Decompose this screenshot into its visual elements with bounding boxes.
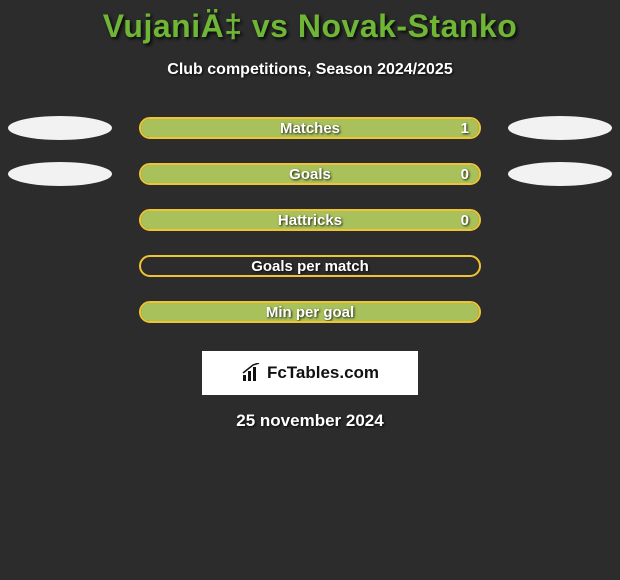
right-ellipse (508, 162, 612, 186)
bar-label: Goals (141, 165, 479, 183)
page-subtitle: Club competitions, Season 2024/2025 (0, 61, 620, 79)
stat-row: Goals 0 (0, 163, 620, 185)
stat-bar-min-per-goal: Min per goal (139, 301, 481, 323)
page-title: VujaniÄ‡ vs Novak-Stanko (0, 8, 620, 45)
bar-label: Goals per match (141, 257, 479, 275)
brand-text: FcTables.com (267, 363, 379, 383)
bar-value: 1 (461, 119, 469, 137)
stat-bar-goals-per-match: Goals per match (139, 255, 481, 277)
bar-label: Min per goal (141, 303, 479, 321)
bar-label: Matches (141, 119, 479, 137)
bar-value: 0 (461, 211, 469, 229)
bar-label: Hattricks (141, 211, 479, 229)
brand-link[interactable]: FcTables.com (202, 351, 418, 395)
bar-value: 0 (461, 165, 469, 183)
stat-row: Goals per match (0, 255, 620, 277)
stat-row: Matches 1 (0, 117, 620, 139)
chart-icon (241, 363, 263, 383)
left-ellipse (8, 162, 112, 186)
right-ellipse (508, 116, 612, 140)
stats-panel: Matches 1 Goals 0 Hattricks 0 (0, 117, 620, 323)
stat-row: Hattricks 0 (0, 209, 620, 231)
stat-bar-goals: Goals 0 (139, 163, 481, 185)
date-label: 25 november 2024 (0, 411, 620, 431)
stat-row: Min per goal (0, 301, 620, 323)
stat-bar-matches: Matches 1 (139, 117, 481, 139)
left-ellipse (8, 116, 112, 140)
stat-bar-hattricks: Hattricks 0 (139, 209, 481, 231)
